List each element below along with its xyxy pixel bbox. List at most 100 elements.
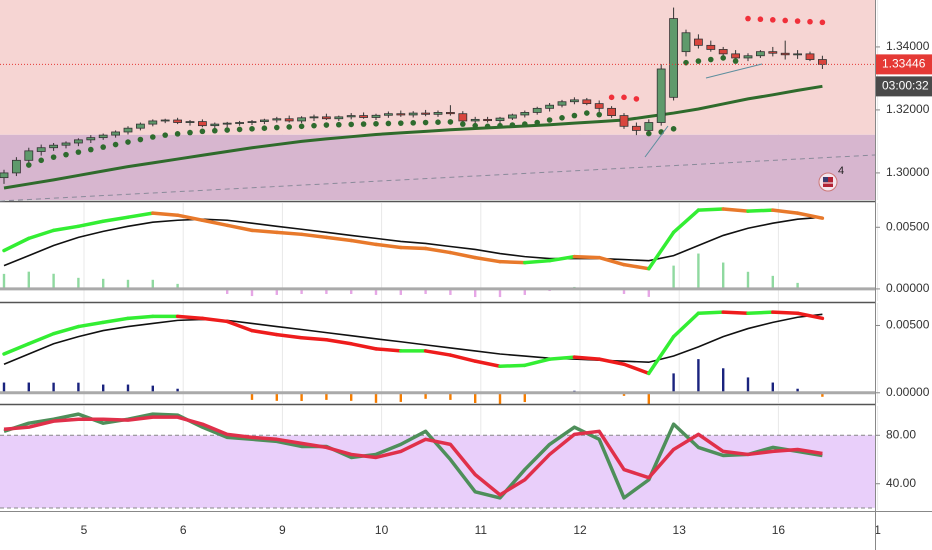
candle-body xyxy=(123,127,133,133)
sar-dot xyxy=(236,126,243,133)
candle-body xyxy=(433,112,443,115)
indicator-line xyxy=(523,357,552,368)
candle-body xyxy=(495,117,505,122)
candle-body xyxy=(185,121,195,123)
histogram-bar xyxy=(746,271,750,289)
indicator-line xyxy=(547,355,577,361)
candle-body xyxy=(780,52,790,56)
sar-dot xyxy=(708,56,714,63)
x-tick-label: 5 xyxy=(81,523,88,537)
histogram-bar xyxy=(796,388,799,393)
candle-body xyxy=(272,118,282,121)
histogram-bar xyxy=(300,288,303,294)
candle-body xyxy=(396,113,406,116)
drawing-line xyxy=(644,125,669,158)
sar-dot xyxy=(26,162,32,168)
sar-dot xyxy=(732,58,739,64)
indicator-line xyxy=(622,262,651,271)
histogram-bar xyxy=(498,288,502,298)
histogram-bar xyxy=(300,392,303,401)
indicator-line xyxy=(423,246,453,255)
indicator-line xyxy=(721,310,750,315)
candle-body xyxy=(197,121,207,127)
sar-dot xyxy=(398,120,404,126)
x-tick-label: 1 xyxy=(874,523,881,537)
candle-body xyxy=(135,123,145,129)
countdown-label: 03:00:32 xyxy=(882,79,929,93)
indicator-line xyxy=(76,320,105,329)
indicator-line xyxy=(250,228,279,235)
histogram-bar xyxy=(449,392,452,400)
sar-dot xyxy=(249,126,255,132)
candle-body xyxy=(284,118,294,122)
sar-dot xyxy=(633,96,640,102)
histogram-bar xyxy=(52,273,55,289)
indicator-line xyxy=(771,310,800,315)
candle-body xyxy=(383,113,393,116)
histogram-bar xyxy=(126,384,130,393)
histogram-bar xyxy=(250,288,254,297)
histogram-bar xyxy=(672,373,675,393)
candle-body xyxy=(86,137,96,141)
candle-body xyxy=(445,112,455,115)
y-tick-label: 0.00500 xyxy=(886,219,930,233)
indicator-line xyxy=(547,254,577,263)
candle-body xyxy=(421,112,431,115)
indicator-line xyxy=(374,347,403,353)
x-tick-label: 12 xyxy=(573,523,587,537)
histogram-bar xyxy=(672,265,675,289)
histogram-bar xyxy=(77,277,80,289)
histogram-bar xyxy=(523,392,526,403)
candle-body xyxy=(656,68,666,123)
indicator-line xyxy=(2,342,31,356)
sar-dot xyxy=(559,114,565,121)
plot-layer: 5 6 9 10 11 12 13 16 1 1.34000 1.32000 1.30000 0.005… xyxy=(0,0,932,537)
candle-body xyxy=(309,116,319,119)
candle-body xyxy=(756,51,765,57)
histogram-bar xyxy=(722,262,725,289)
sar-dot xyxy=(608,94,615,101)
candle-body xyxy=(297,117,307,122)
histogram-bar xyxy=(622,392,626,396)
sar-dot xyxy=(274,124,280,131)
price-tag-label: 1.33446 xyxy=(882,57,926,71)
indicator-line xyxy=(27,331,56,346)
candle-body xyxy=(24,150,34,161)
candle-body xyxy=(632,125,641,131)
candle-body xyxy=(594,103,604,109)
sar-dot xyxy=(336,121,342,128)
sar-dot xyxy=(360,121,367,127)
candle-body xyxy=(222,122,232,125)
y-tick-label: 1.34000 xyxy=(886,39,930,53)
indicator-line xyxy=(795,311,825,321)
indicator-line xyxy=(696,310,725,315)
indicator-line xyxy=(597,357,626,366)
candle-body xyxy=(557,101,567,106)
indicator-line xyxy=(746,208,775,213)
indicator-line xyxy=(523,258,552,265)
histogram-bar xyxy=(2,273,6,289)
sar-dot xyxy=(770,17,776,23)
histogram-bar xyxy=(771,382,774,393)
sar-dot xyxy=(174,131,181,137)
y-tick-label: 80.00 xyxy=(886,427,916,441)
candle-body xyxy=(235,122,245,124)
histogram-bar xyxy=(523,288,526,295)
indicator-line xyxy=(622,362,651,376)
x-tick-label: 16 xyxy=(772,523,786,537)
candle-body xyxy=(545,104,554,109)
candle-body xyxy=(98,134,108,139)
histogram-bar xyxy=(325,392,328,400)
indicator-line xyxy=(299,335,329,342)
sar-dot xyxy=(261,125,268,131)
candle-body xyxy=(111,131,120,136)
sar-dot xyxy=(150,134,156,140)
flag-icon xyxy=(823,177,828,182)
trend-line xyxy=(0,154,876,202)
candle-body xyxy=(321,116,331,120)
histogram-bar xyxy=(399,288,402,295)
candle-body xyxy=(210,123,220,127)
candle-body xyxy=(669,18,678,98)
